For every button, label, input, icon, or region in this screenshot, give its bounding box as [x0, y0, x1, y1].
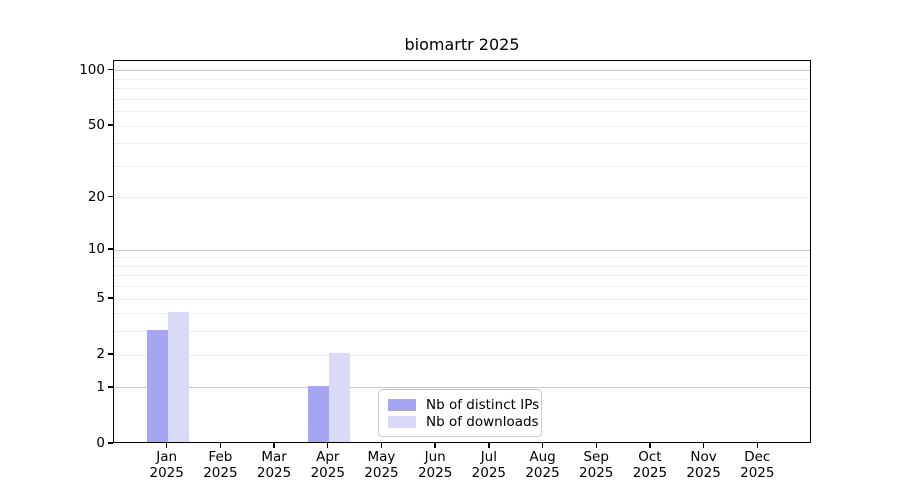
gridline-minor — [114, 98, 810, 100]
x-tick-label: Nov 2025 — [686, 449, 721, 481]
x-tick-mark — [273, 443, 275, 448]
gridline-minor — [114, 265, 810, 267]
bar-distinct-ips — [307, 385, 329, 442]
legend-item-downloads: Nb of downloads — [388, 413, 539, 430]
x-tick-mark — [488, 443, 490, 448]
gridline-minor — [114, 257, 810, 259]
legend: Nb of distinct IPs Nb of downloads — [378, 389, 542, 437]
x-tick-mark — [327, 443, 329, 448]
gridline-minor — [114, 143, 810, 145]
gridline-minor — [114, 111, 810, 113]
x-tick-label: Jun 2025 — [417, 449, 453, 481]
x-tick-label: Dec 2025 — [740, 449, 775, 481]
legend-label-distinct-ips: Nb of distinct IPs — [426, 396, 540, 413]
gridline-minor — [114, 78, 810, 80]
gridline-major — [114, 249, 810, 251]
x-tick-mark — [649, 443, 651, 448]
y-tick-mark — [108, 353, 113, 355]
x-tick-mark — [702, 443, 705, 448]
x-tick-label: Jul 2025 — [471, 449, 507, 481]
legend-label-downloads: Nb of downloads — [426, 413, 539, 430]
gridline-minor — [114, 125, 810, 127]
gridline-minor — [114, 286, 810, 288]
gridline-minor — [114, 331, 810, 333]
legend-item-distinct-ips: Nb of distinct IPs — [388, 396, 539, 413]
gridline-minor — [114, 275, 810, 277]
x-tick-mark — [434, 443, 436, 448]
y-tick-mark — [108, 69, 113, 71]
x-tick-label: Apr 2025 — [310, 449, 345, 481]
y-tick-mark — [108, 386, 113, 388]
x-tick-label: Oct 2025 — [632, 449, 668, 481]
legend-swatch-downloads — [388, 415, 416, 428]
gridline-minor — [114, 298, 810, 300]
x-tick-label: Jan 2025 — [149, 449, 184, 481]
plot-area: Nb of distinct IPs Nb of downloads — [113, 60, 811, 443]
x-tick-label: Sep 2025 — [579, 449, 614, 481]
y-tick-mark — [108, 297, 113, 299]
y-tick-label: 2 — [96, 346, 105, 363]
y-tick-label: 100 — [79, 61, 105, 78]
x-tick-mark — [219, 443, 222, 448]
y-tick-label: 10 — [87, 241, 105, 258]
x-tick-label: Feb 2025 — [203, 449, 238, 481]
chart-title: biomartr 2025 — [404, 35, 520, 54]
x-tick-label: May 2025 — [364, 449, 399, 481]
gridline-minor — [114, 313, 810, 315]
x-tick-label: Aug 2025 — [525, 449, 560, 481]
x-tick-mark — [756, 443, 758, 448]
gridline-major — [114, 70, 810, 72]
y-tick-mark — [108, 248, 113, 250]
legend-swatch-distinct-ips — [388, 398, 416, 411]
x-tick-mark — [595, 443, 597, 448]
y-tick-label: 20 — [87, 188, 105, 205]
gridline-minor — [114, 354, 810, 356]
x-tick-mark — [380, 443, 383, 448]
x-tick-label: Mar 2025 — [256, 449, 292, 481]
gridline-minor — [114, 88, 810, 90]
bar-downloads — [167, 311, 189, 442]
y-tick-label: 5 — [96, 290, 105, 307]
y-tick-label: 1 — [96, 378, 105, 395]
y-tick-mark — [108, 124, 113, 126]
gridline-minor — [114, 165, 810, 167]
x-tick-mark — [541, 443, 544, 448]
gridline-major — [114, 387, 810, 389]
y-tick-mark — [108, 442, 113, 444]
y-tick-label: 50 — [87, 117, 105, 134]
x-tick-mark — [165, 443, 168, 448]
bar-downloads — [328, 353, 350, 442]
bar-distinct-ips — [146, 329, 168, 442]
gridline-minor — [114, 197, 810, 199]
y-tick-label: 0 — [96, 435, 105, 451]
y-tick-mark — [108, 196, 113, 198]
